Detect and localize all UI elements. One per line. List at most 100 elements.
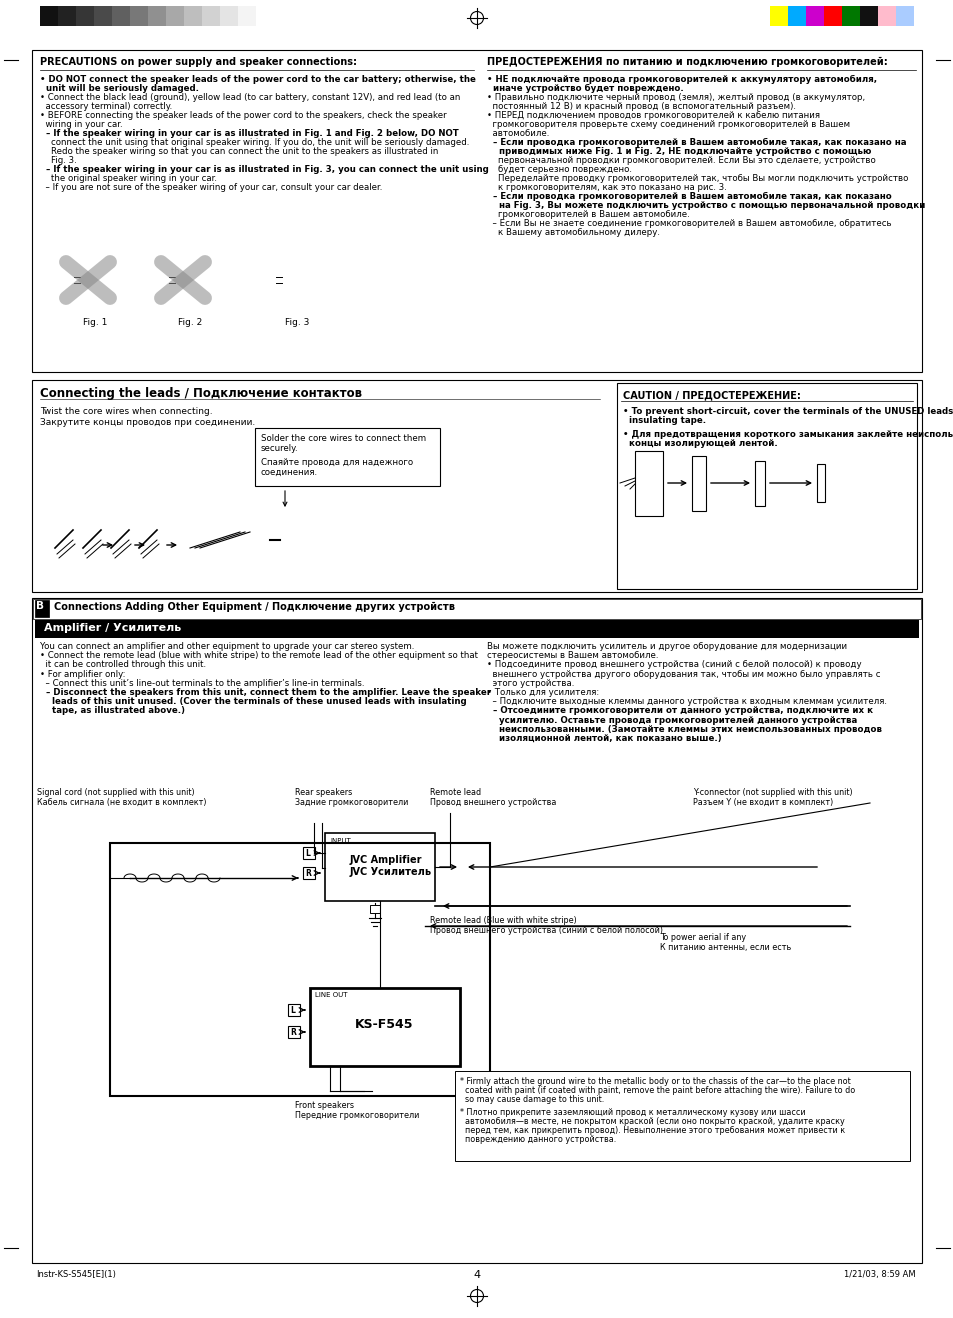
Bar [35,619,918,638]
Circle shape [277,1028,286,1036]
Bar [877,7,895,26]
Text: R: R [305,869,311,878]
Text: accessory terminal) correctly.: accessory terminal) correctly. [40,101,172,111]
Circle shape [293,849,301,857]
Text: автомобиля—в месте, не покрытом краской (если оно покрыто краской, удалите краск: автомобиля—в месте, не покрытом краской … [459,1116,843,1126]
Text: Fig. 3.: Fig. 3. [40,156,76,165]
Polygon shape [86,270,98,290]
Text: • DO NOT connect the speaker leads of the power cord to the car battery; otherwi: • DO NOT connect the speaker leads of th… [40,75,476,84]
Bar [303,867,314,879]
Bar [32,598,921,1263]
Text: tape, as illustrated above.): tape, as illustrated above.) [40,706,185,716]
Text: • BEFORE connecting the speaker leads of the power cord to the speakers, check t: • BEFORE connecting the speaker leads of… [40,111,446,120]
Bar [787,7,805,26]
Circle shape [324,1025,335,1039]
Text: Разъем Y (не входит в комплект): Разъем Y (не входит в комплект) [692,797,832,807]
Text: Signal cord (not supplied with this unit): Signal cord (not supplied with this unit… [37,788,194,797]
Bar [635,451,662,517]
Text: будет серьезно повреждено.: будет серьезно повреждено. [486,165,631,174]
Circle shape [277,1006,286,1014]
Text: • Connect the remote lead (blue with white stripe) to the remote lead of the oth: • Connect the remote lead (blue with whi… [40,651,477,660]
Polygon shape [299,808,314,828]
Bar [754,461,764,506]
Text: – Если Вы не знаете соединение громкоговорителей в Вашем автомобиле, обратитесь: – Если Вы не знаете соединение громкогов… [486,219,891,228]
Text: Connecting the leads / Подключение контактов: Connecting the leads / Подключение конта… [40,387,361,399]
Text: it can be controlled through this unit.: it can be controlled through this unit. [40,660,206,670]
Text: к Вашему автомобильному дилеру.: к Вашему автомобильному дилеру. [486,228,659,237]
Text: громкоговорителей в Вашем автомобиле.: громкоговорителей в Вашем автомобиле. [486,210,689,219]
Text: первоначальной проводки громкоговорителей. Если Вы это сделаете, устройство: первоначальной проводки громкоговорителе… [486,156,875,165]
Text: • For amplifier only:: • For amplifier only: [40,670,126,679]
Bar [166,7,184,26]
Bar [816,464,824,502]
Bar [370,905,379,913]
Text: громкоговорителя проверьте схему соединений громкоговорителей в Вашем: громкоговорителя проверьте схему соедине… [486,120,849,129]
Bar [237,7,255,26]
Bar [148,7,166,26]
Polygon shape [317,808,332,828]
Text: Fig. 1: Fig. 1 [83,318,108,327]
Text: Instr-KS-S545[E](1): Instr-KS-S545[E](1) [36,1271,115,1278]
Text: JVC Усилитель: JVC Усилитель [350,867,432,876]
Bar [310,988,459,1066]
Text: Fig. 2: Fig. 2 [178,318,202,327]
Bar [859,7,877,26]
Text: • Подсоедините провод внешнего устройства (синий с белой полосой) к проводу: • Подсоедините провод внешнего устройств… [486,660,861,670]
Text: • Для предотвращения короткого замыкания заклейте неиспользуемые: • Для предотвращения короткого замыкания… [622,430,953,439]
Text: coated with paint (if coated with paint, remove the paint before attaching the w: coated with paint (if coated with paint,… [459,1086,854,1095]
Text: постоянный 12 В) и красный провод (в вспомогательный разъем).: постоянный 12 В) и красный провод (в всп… [486,101,795,111]
Text: • To prevent short-circuit, cover the terminals of the UNUSED leads with: • To prevent short-circuit, cover the te… [622,407,953,416]
Text: – Disconnect the speakers from this unit, connect them to the amplifier. Leave t: – Disconnect the speakers from this unit… [40,688,491,697]
Text: Провод внешнего устройства: Провод внешнего устройства [430,797,556,807]
Circle shape [324,1004,335,1016]
Bar [110,844,490,1097]
Text: – If the speaker wiring in your car is as illustrated in Fig. 3, you can connect: – If the speaker wiring in your car is a… [40,165,488,174]
Bar [40,7,58,26]
Text: – Подключите выходные клеммы данного устройства к входным клеммам усилителя.: – Подключите выходные клеммы данного уст… [486,697,886,706]
Text: Front speakers: Front speakers [294,1101,354,1110]
Text: insulating tape.: insulating tape. [622,416,705,424]
Text: Задние громкоговорители: Задние громкоговорители [294,797,408,807]
Text: приводимых ниже Fig. 1 и Fig. 2, НЕ подключайте устройство с помощью: приводимых ниже Fig. 1 и Fig. 2, НЕ подк… [486,148,870,156]
Bar [220,7,237,26]
Text: – Если проводка громкоговорителей в Вашем автомобиле такая, как показано на: – Если проводка громкоговорителей в Ваше… [486,138,905,148]
Text: INPUT: INPUT [330,838,351,844]
Text: автомобиле.: автомобиле. [486,129,549,138]
Text: * Firmly attach the ground wire to the metallic body or to the chassis of the ca: * Firmly attach the ground wire to the m… [459,1077,850,1086]
Bar [823,7,841,26]
Text: Remote lead: Remote lead [430,788,480,797]
Bar [841,7,859,26]
Text: стереосистемы в Вашем автомобиле.: стереосистемы в Вашем автомобиле. [486,651,658,660]
Bar [94,7,112,26]
Bar [184,7,202,26]
Text: 4: 4 [473,1271,480,1280]
Text: концы изолирующей лентой.: концы изолирующей лентой. [622,439,777,448]
Text: Twist the core wires when connecting.: Twist the core wires when connecting. [40,407,213,416]
Text: Remote lead (Blue with white stripe): Remote lead (Blue with white stripe) [430,916,577,925]
Text: To power aerial if any: To power aerial if any [659,933,745,942]
Text: L: L [290,1006,294,1015]
Bar [325,833,435,902]
Text: KS-F545: KS-F545 [355,1017,413,1031]
Text: Кабель сигнала (не входит в комплект): Кабель сигнала (не входит в комплект) [37,797,206,807]
Text: Передние громкоговорители: Передние громкоговорители [294,1111,419,1120]
Text: – If the speaker wiring in your car is as illustrated in Fig. 1 and Fig. 2 below: – If the speaker wiring in your car is a… [40,129,458,138]
Text: JVC Amplifier: JVC Amplifier [350,855,422,865]
Bar [281,275,288,285]
Text: Amplifier / Усилитель: Amplifier / Усилитель [44,623,181,633]
Text: Y-connector (not supplied with this unit): Y-connector (not supplied with this unit… [692,788,852,797]
Text: Переделайте проводку громкоговорителей так, чтобы Вы могли подключить устройство: Переделайте проводку громкоговорителей т… [486,174,907,183]
Text: unit will be seriously damaged.: unit will be seriously damaged. [40,84,199,94]
Text: внешнего устройства другого оборудования так, чтобы им можно было управлять с: внешнего устройства другого оборудования… [486,670,880,679]
Bar [288,1004,299,1016]
Bar [288,1025,299,1039]
Text: Закрутите концы проводов при соединении.: Закрутите концы проводов при соединении. [40,418,255,427]
Text: иначе устройство будет повреждено.: иначе устройство будет повреждено. [486,84,683,94]
Bar [112,7,130,26]
Text: Вы можете подключить усилитель и другое оборудование для модернизации: Вы можете подключить усилитель и другое … [486,642,846,651]
Text: CAUTION / ПРЕДОСТЕРЕЖЕНИЕ:: CAUTION / ПРЕДОСТЕРЕЖЕНИЕ: [622,390,800,399]
Text: ПРЕДОСТЕРЕЖЕНИЯ по питанию и подключению громкоговорителей:: ПРЕДОСТЕРЕЖЕНИЯ по питанию и подключению… [486,57,887,67]
Text: К питанию антенны, если есть: К питанию антенны, если есть [659,942,790,952]
Bar [58,7,76,26]
Text: leads of this unit unused. (Cover the terminals of these unused leads with insul: leads of this unit unused. (Cover the te… [40,697,466,706]
